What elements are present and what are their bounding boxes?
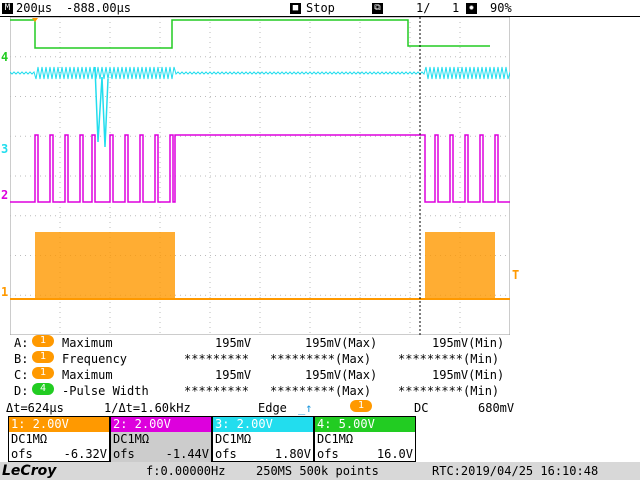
channel-3-offset: 1.80V [274, 447, 311, 461]
trigger-mode[interactable]: Edge [258, 401, 287, 415]
meas-slot: B: [14, 352, 29, 366]
offset-label: ofs [317, 447, 339, 461]
channel-badge: 1 [32, 335, 54, 347]
channel-1-coupling: DC1MΩ [11, 432, 48, 446]
channel-3-coupling: DC1MΩ [215, 432, 252, 446]
measurement-row[interactable]: B: 1 Frequency ********* *********(Max) … [0, 351, 640, 367]
meas-name: Frequency [62, 352, 128, 366]
channel-2-offset: -1.44V [165, 447, 209, 461]
page-total: 1 [452, 1, 460, 15]
meas-current: ********* [184, 352, 250, 366]
offset-label: ofs [215, 447, 237, 461]
sampling-info: 250MS 500k points [256, 464, 379, 478]
channel-badge: 4 [32, 383, 54, 395]
meas-max: *********(Max) [270, 384, 372, 398]
channel-2-coupling: DC1MΩ [111, 432, 211, 447]
timebase-icon[interactable]: M [2, 0, 13, 16]
channel-2-scale: 2: 2.00V [111, 417, 211, 432]
channel-3-scale: 3: 2.00V [213, 417, 313, 432]
meas-current: 195mV [215, 368, 252, 382]
meas-min: *********(Min) [398, 384, 500, 398]
meas-name: Maximum [62, 368, 113, 382]
offset-label: ofs [11, 447, 33, 461]
channel-4-box[interactable]: 4: 5.00V DC1MΩ ofs 16.0V [314, 416, 416, 462]
delay-value[interactable]: -888.00µs [66, 1, 132, 15]
rising-edge-icon: _↑ [298, 401, 313, 415]
page-index: 1/ [416, 1, 431, 15]
channel-1-scale: 1: 2.00V [9, 417, 109, 432]
cursor-trigger-row: Δt=624µs 1/Δt=1.60kHz Edge _↑ 1 DC 680mV [0, 400, 640, 416]
trigger-position-icon[interactable] [32, 18, 38, 22]
brightness-icon[interactable]: ✹ [466, 0, 477, 16]
inverse-delta-t: 1/Δt=1.60kHz [104, 401, 191, 415]
meas-name: Maximum [62, 336, 113, 350]
waveform-traces [10, 19, 510, 300]
channel-2-box[interactable]: 2: 2.00V DC1MΩ ofs -1.44V [110, 416, 212, 462]
trigger-level-marker[interactable]: T [512, 268, 520, 282]
measurement-row[interactable]: A: 1 Maximum 195mV 195mV(Max) 195mV(Min) [0, 335, 640, 351]
meas-min: 195mV(Min) [432, 368, 505, 382]
channel-badge: 1 [32, 367, 54, 379]
timebase-value[interactable]: 200µs [16, 1, 53, 15]
measurement-row[interactable]: D: 4 -Pulse Width ********* *********(Ma… [0, 383, 640, 399]
meas-slot: D: [14, 384, 29, 398]
meas-current: 195mV [215, 336, 252, 350]
meas-max: *********(Max) [270, 352, 372, 366]
ch4-marker[interactable]: 4 [1, 50, 9, 64]
meas-min: *********(Min) [398, 352, 500, 366]
offset-label: ofs [113, 447, 135, 461]
trigger-coupling[interactable]: DC [414, 401, 429, 415]
channel-3-box[interactable]: 3: 2.00V DC1MΩ ofs 1.80V [212, 416, 314, 462]
channel-1-offset: -6.32V [63, 447, 107, 461]
meas-current: ********* [184, 384, 250, 398]
meas-slot: A: [14, 336, 29, 350]
status-bar: M 200µs -888.00µs ■ Stop ⧉ 1/ 1 ✹ 90% [0, 0, 640, 17]
waveform-display[interactable] [10, 17, 510, 335]
bottom-status-bar: LeCroy f:0.00000Hz 250MS 500k points RTC… [0, 462, 640, 480]
channel-4-offset: 16.0V [376, 447, 413, 461]
run-state[interactable]: Stop [306, 1, 335, 15]
meas-min: 195mV(Min) [432, 336, 505, 350]
pages-icon[interactable]: ⧉ [372, 0, 383, 16]
ch2-marker[interactable]: 2 [1, 188, 9, 202]
channel-1-box[interactable]: 1: 2.00V DC1MΩ ofs -6.32V [8, 416, 110, 462]
delta-t[interactable]: Δt=624µs [6, 401, 64, 415]
brand-logo: LeCroy [2, 463, 57, 479]
meas-max: 195mV(Max) [305, 336, 378, 350]
meas-slot: C: [14, 368, 29, 382]
measurement-panel: A: 1 Maximum 195mV 195mV(Max) 195mV(Min)… [0, 335, 640, 400]
channel-4-coupling: DC1MΩ [317, 432, 354, 446]
ch1-marker[interactable]: 1 [1, 285, 9, 299]
meas-name: -Pulse Width [62, 384, 149, 398]
meas-max: 195mV(Max) [305, 368, 378, 382]
stop-icon[interactable]: ■ [290, 0, 301, 16]
measurement-row[interactable]: C: 1 Maximum 195mV 195mV(Max) 195mV(Min) [0, 367, 640, 383]
channel-4-scale: 4: 5.00V [315, 417, 415, 432]
channel-badge: 1 [32, 351, 54, 363]
trigger-source-badge[interactable]: 1 [350, 400, 372, 412]
trigger-level[interactable]: 680mV [478, 401, 515, 415]
intensity-value[interactable]: 90% [490, 1, 512, 15]
rtc-clock: RTC:2019/04/25 16:10:48 [432, 464, 599, 478]
ch3-marker[interactable]: 3 [1, 142, 9, 156]
frequency-counter: f:0.00000Hz [146, 464, 226, 478]
